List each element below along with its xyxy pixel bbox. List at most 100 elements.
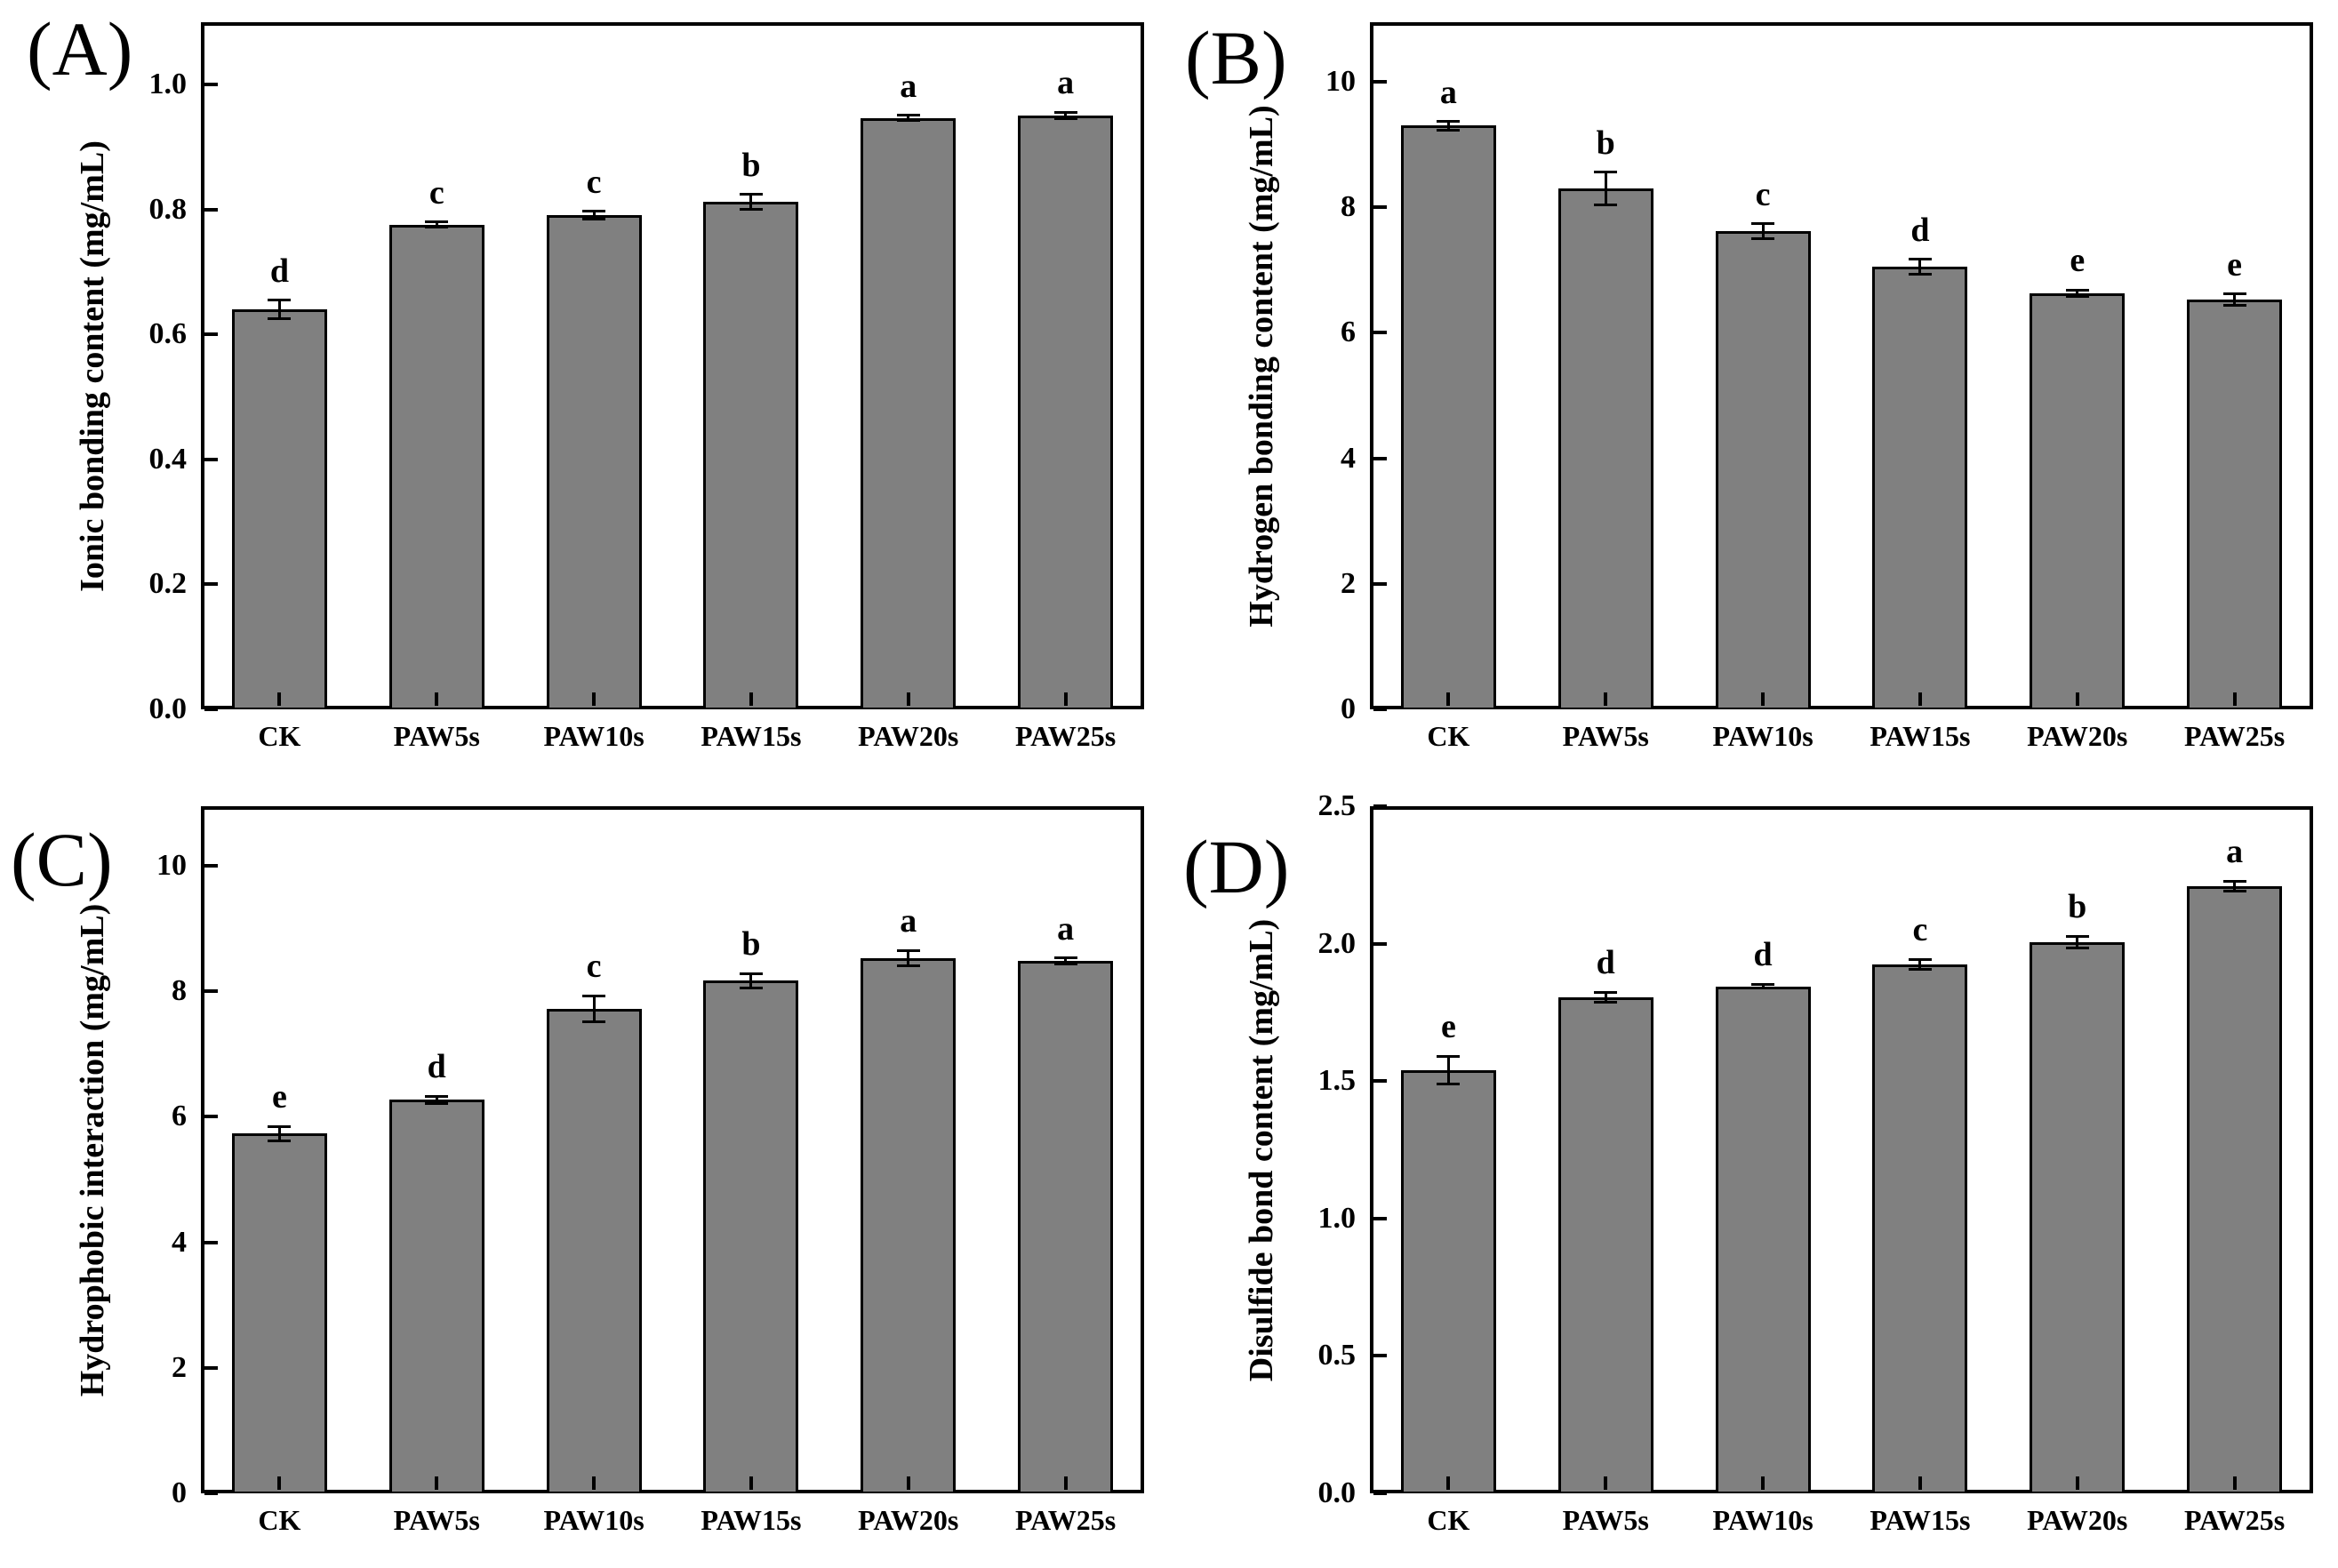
- error-bar-cap-top: [896, 948, 920, 952]
- bar-paw20s: [2030, 292, 2126, 708]
- y-tick: [1373, 80, 1387, 84]
- error-bar-cap-bottom: [739, 986, 763, 989]
- x-tick: [592, 692, 597, 706]
- y-tick-label: 1.0: [148, 68, 188, 101]
- error-bar-cap-bottom: [896, 118, 920, 122]
- y-tick: [1373, 1354, 1387, 1358]
- error-bar-cap-bottom: [268, 317, 292, 321]
- error-bar-cap-bottom: [582, 1020, 606, 1024]
- x-tick: [435, 692, 439, 706]
- error-bar: [2076, 936, 2079, 948]
- error-bar-cap-bottom: [1053, 963, 1077, 966]
- y-tick: [204, 1365, 218, 1370]
- y-tick-label: 8: [172, 974, 187, 1008]
- x-tick: [435, 1476, 439, 1490]
- significance-letter: d: [1753, 936, 1773, 974]
- y-tick-label: 0.2: [148, 567, 188, 601]
- y-tick: [1373, 1492, 1387, 1495]
- error-bar-cap-top: [1751, 222, 1775, 226]
- significance-letter: a: [1439, 73, 1457, 111]
- bar-ck: [231, 309, 327, 708]
- x-tick: [277, 1476, 282, 1490]
- y-tick-label: 0.6: [148, 317, 188, 351]
- error-bar: [1918, 959, 1922, 970]
- error-bar: [1604, 172, 1607, 205]
- x-tick-label-paw25s: PAW25s: [1014, 1504, 1117, 1536]
- y-tick: [204, 708, 218, 711]
- bar-paw5s: [388, 224, 484, 708]
- error-bar-cap-top: [1908, 957, 1932, 961]
- error-bar-cap-bottom: [425, 225, 449, 228]
- y-tick-label: 0.8: [148, 192, 188, 226]
- significance-letter: d: [1910, 211, 1930, 249]
- significance-letter: b: [741, 925, 761, 964]
- x-tick: [2075, 1476, 2079, 1490]
- x-tick-label-paw10s: PAW10s: [543, 1504, 645, 1536]
- error-bar: [1446, 1056, 1450, 1084]
- error-bar: [749, 973, 753, 988]
- panel-a-plot-area: [201, 22, 1144, 709]
- error-bar-cap-bottom: [1053, 116, 1077, 120]
- error-bar-cap-top: [582, 994, 606, 997]
- x-tick: [906, 692, 910, 706]
- x-tick-label-paw15s: PAW15s: [1870, 720, 1971, 752]
- error-bar: [1761, 984, 1765, 988]
- y-tick: [204, 864, 218, 868]
- panel-d-plot-area: [1370, 806, 2313, 1493]
- significance-letter: a: [2226, 833, 2244, 871]
- x-tick: [2075, 692, 2079, 706]
- y-tick: [204, 457, 218, 461]
- significance-letter: a: [1057, 909, 1075, 948]
- bar-paw5s: [388, 1100, 484, 1492]
- x-tick: [1918, 692, 1922, 706]
- x-tick-label-paw10s: PAW10s: [543, 720, 645, 752]
- significance-letter: c: [428, 173, 444, 212]
- x-tick-label-paw15s: PAW15s: [701, 1504, 802, 1536]
- panel-d-label: (D): [1183, 824, 1290, 909]
- x-tick: [592, 1476, 597, 1490]
- x-tick-label-paw5s: PAW5s: [1562, 720, 1649, 752]
- y-tick: [204, 582, 218, 587]
- error-bar-cap-bottom: [896, 964, 920, 967]
- significance-letter: e: [271, 1078, 287, 1116]
- panel-b-y-axis-title: Hydrogen bonding content (mg/mL): [1243, 104, 1280, 628]
- bar-paw15s: [703, 202, 799, 708]
- error-bar: [435, 221, 438, 228]
- significance-letter: e: [2227, 245, 2243, 284]
- significance-letter: a: [900, 902, 917, 940]
- error-bar-cap-top: [1437, 1054, 1461, 1058]
- y-tick-label: 0: [1341, 692, 1356, 725]
- x-tick-label-paw25s: PAW25s: [2183, 720, 2286, 752]
- y-tick-label: 4: [1341, 441, 1356, 475]
- x-tick: [2232, 1476, 2237, 1490]
- error-bar-cap-top: [268, 299, 292, 302]
- y-tick-label: 2: [172, 1350, 187, 1384]
- error-bar-cap-top: [1053, 110, 1077, 114]
- error-bar: [1064, 957, 1068, 964]
- y-tick: [1373, 331, 1387, 335]
- x-tick-label-paw20s: PAW20s: [2027, 720, 2128, 752]
- error-bar-cap-bottom: [268, 1140, 292, 1143]
- error-bar: [277, 300, 281, 319]
- error-bar-cap-top: [2065, 934, 2089, 938]
- x-tick: [1604, 692, 1608, 706]
- error-bar-cap-bottom: [1437, 128, 1461, 132]
- y-tick-label: 2.5: [1317, 789, 1357, 822]
- x-tick-label-paw5s: PAW5s: [1562, 1504, 1649, 1536]
- error-bar-cap-bottom: [1594, 203, 1618, 206]
- bar-ck: [231, 1133, 327, 1492]
- y-tick-label: 10: [156, 849, 187, 883]
- error-bar-cap-bottom: [2065, 947, 2089, 950]
- error-bar-cap-top: [582, 210, 606, 213]
- error-bar-cap-bottom: [1908, 273, 1932, 276]
- panel-d-y-axis-title: Disulfide bond content (mg/mL): [1243, 918, 1280, 1381]
- x-tick-label-paw5s: PAW5s: [393, 720, 480, 752]
- bar-paw15s: [1872, 267, 1968, 708]
- x-tick: [1761, 692, 1766, 706]
- error-bar-cap-top: [739, 972, 763, 975]
- x-tick-label-paw25s: PAW25s: [2183, 1504, 2286, 1536]
- panel-b-label: (B): [1185, 15, 1287, 100]
- panel-a-label: (A): [27, 6, 133, 92]
- error-bar-cap-top: [1594, 990, 1618, 994]
- error-bar-cap-bottom: [1437, 1082, 1461, 1085]
